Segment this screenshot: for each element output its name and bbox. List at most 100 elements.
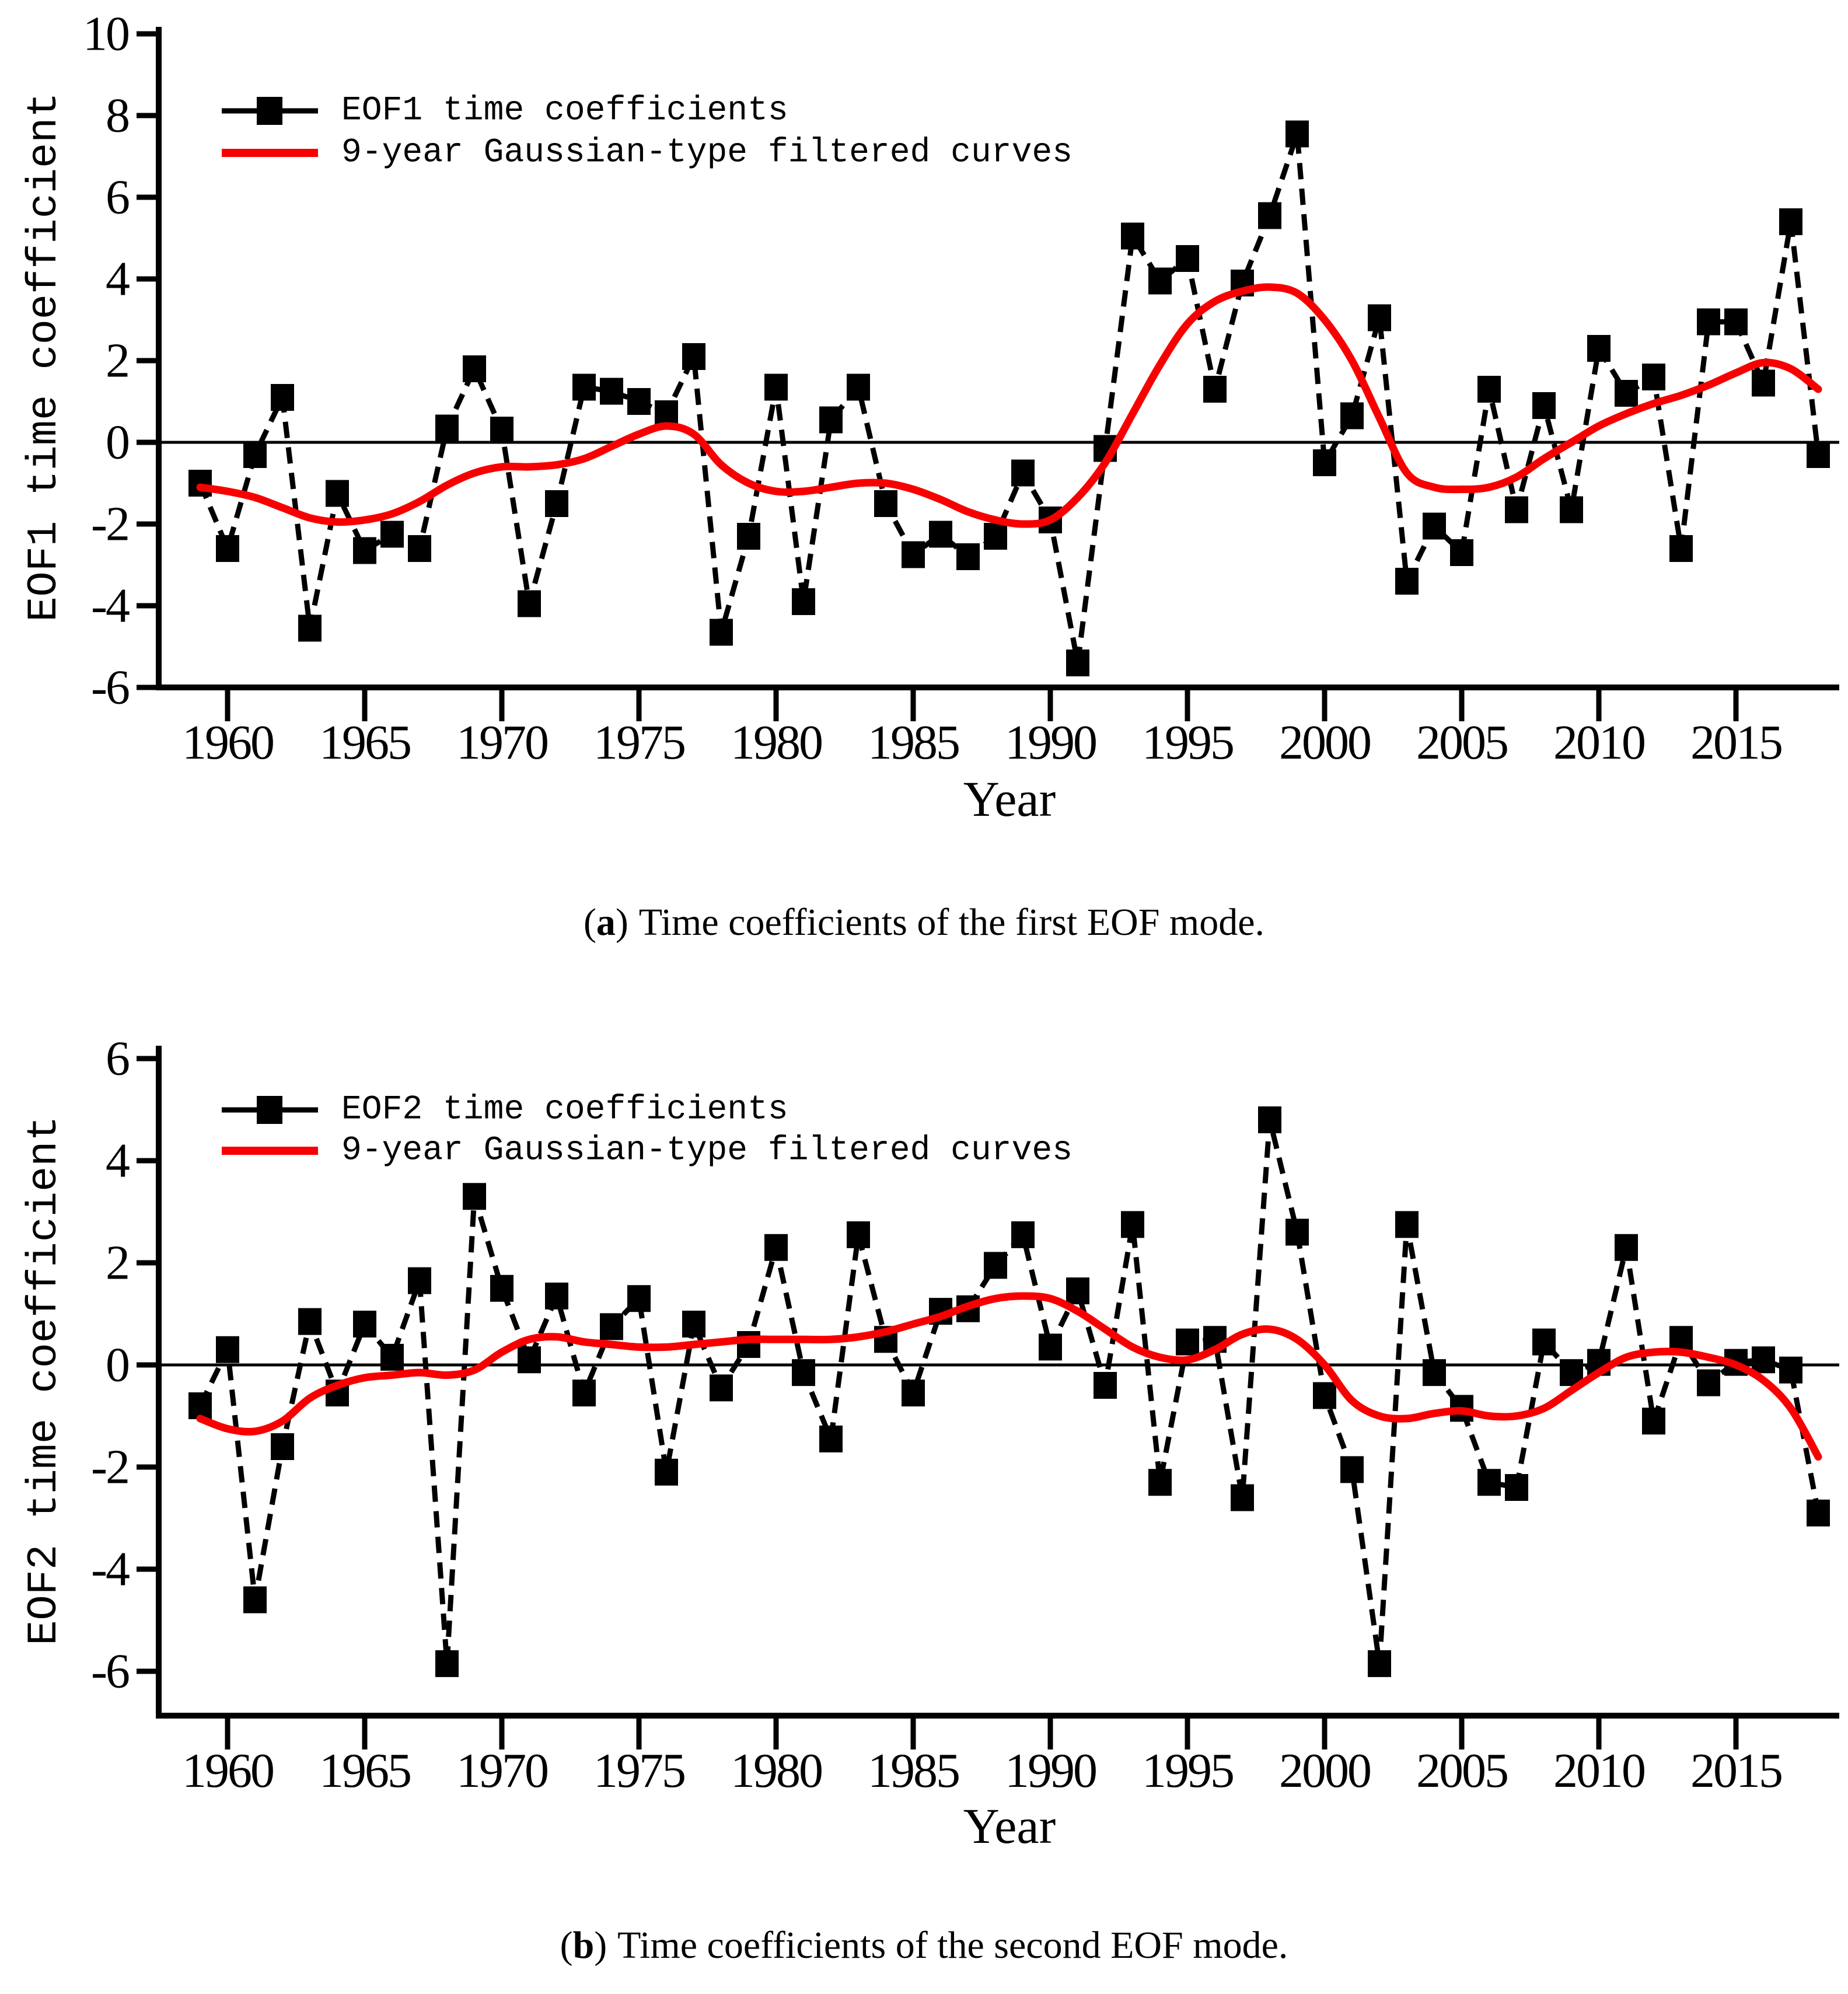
legend-label-filtered: 9-year Gaussian-type filtered curves [341,134,1073,172]
x-tick-label: 1960 [182,715,273,770]
data-point-marker [518,1346,541,1374]
caption-b-open-paren: ( [560,1924,573,1967]
data-point-marker [435,1650,459,1677]
data-point-marker [490,417,513,444]
data-point-marker [1477,376,1501,403]
data-point-marker [874,490,897,517]
data-point-marker [819,406,843,434]
x-tick-label: 2010 [1553,1744,1644,1798]
y-tick-label: 10 [83,7,128,61]
chart-eof1-time-coefficients: 10 8 6 4 2 0 -2 -4 -6 1960 1965 1970 1975 1980 1985 199… [20,7,1839,827]
data-point-marker [984,523,1007,550]
data-point-marker [1121,1211,1144,1238]
y-tick-label: -4 [91,1542,130,1597]
data-point-marker [545,1282,568,1309]
data-point-marker [435,414,459,442]
data-point-marker [380,521,404,548]
data-point-marker [1203,376,1227,403]
data-point-marker [1697,1369,1720,1396]
data-point-marker [1615,380,1638,407]
data-point-marker [956,543,980,570]
data-point-marker [408,1267,431,1294]
x-tick-label: 1965 [319,715,410,770]
x-tick-label: 1970 [456,715,547,770]
x-tick-label: 1990 [1005,715,1096,770]
y-axis-title: EOF1 time coefficient [20,92,68,621]
data-point-marker [737,523,760,550]
x-tick-label: 1985 [868,1744,959,1798]
series-line [197,133,1821,663]
data-point-marker [545,490,568,517]
caption-a-text: Time coefficients of the first EOF mode. [638,901,1265,944]
data-point-marker [1560,496,1583,523]
data-point-marker [682,1311,705,1338]
data-point-marker [792,1359,815,1387]
x-tick-label: 1990 [1005,1744,1096,1798]
legend-square-marker [257,1096,282,1124]
data-point-marker [490,1274,513,1302]
data-point-marker [1066,649,1089,676]
caption-a-letter: a [596,901,616,944]
data-point-marker [1176,245,1199,272]
x-tick-label: 1985 [868,715,959,770]
y-tick-label: 0 [106,1338,128,1392]
filtered-curve [196,1292,1822,1461]
caption-a-open-paren: ( [583,901,596,944]
data-point-marker [1505,1474,1528,1501]
data-point-marker [1669,535,1693,562]
data-point-marker [1395,1211,1419,1238]
caption-a-close-paren: ) [615,901,628,944]
caption-b-tag: (b) [560,1924,618,1967]
data-point-marker [1395,568,1419,595]
y-tick-label: 8 [106,89,128,143]
data-point-marker [243,441,267,468]
data-point-marker [1340,1456,1364,1483]
data-point-marker [1094,1372,1117,1399]
data-point-marker [737,1331,760,1358]
caption-panel-a: (a) Time coefficients of the first EOF mo… [0,900,1848,945]
data-point-marker [1011,459,1035,487]
data-point-marker [326,480,349,507]
x-tick-label: 2005 [1416,1744,1507,1798]
x-tick-label: 1995 [1142,715,1233,770]
data-point-marker [1368,304,1391,331]
data-point-marker [1011,1221,1035,1248]
x-tick-label: 2005 [1416,715,1507,770]
data-point-marker [463,1183,486,1210]
data-point-marker [1066,1277,1089,1305]
x-tick-label: 1975 [593,715,684,770]
data-point-marker [1423,512,1446,540]
y-axis-title: EOF2 time coefficient [20,1116,68,1645]
data-point-marker [1340,402,1364,429]
data-point-marker [1231,1484,1254,1511]
x-tick-label: 1970 [456,1744,547,1798]
data-point-marker [600,1313,623,1340]
y-tick-label: 6 [106,170,129,225]
data-point-marker [1258,202,1281,229]
y-tick-label: -2 [91,497,128,551]
x-axis-title: Year [963,771,1056,827]
data-point-marker [298,1308,322,1335]
x-tick-label: 1995 [1142,1744,1233,1798]
data-point-marker [764,1234,788,1261]
data-point-marker [1148,1469,1172,1496]
legend-square-marker [257,97,282,125]
caption-panel-b: (b) Time coefficients of the second EOF m… [0,1923,1848,1968]
data-point-marker [984,1252,1007,1279]
legend-label-filtered: 9-year Gaussian-type filtered curves [341,1132,1073,1170]
x-tick-label: 1975 [593,1744,684,1798]
data-point-marker [1258,1106,1281,1133]
y-tick-label: 4 [106,1134,130,1188]
data-point-marker [1697,308,1720,336]
data-point-marker [188,470,212,497]
data-point-marker [1807,1499,1830,1527]
data-point-marker [764,373,788,401]
data-point-marker [572,373,596,401]
data-point-marker [216,535,239,562]
y-tick-label: -2 [91,1440,128,1494]
x-tick-label: 1965 [319,1744,410,1798]
data-point-marker [1724,308,1748,336]
data-point-marker [792,588,815,615]
data-point-marker [819,1425,843,1452]
x-tick-label: 2010 [1553,715,1644,770]
